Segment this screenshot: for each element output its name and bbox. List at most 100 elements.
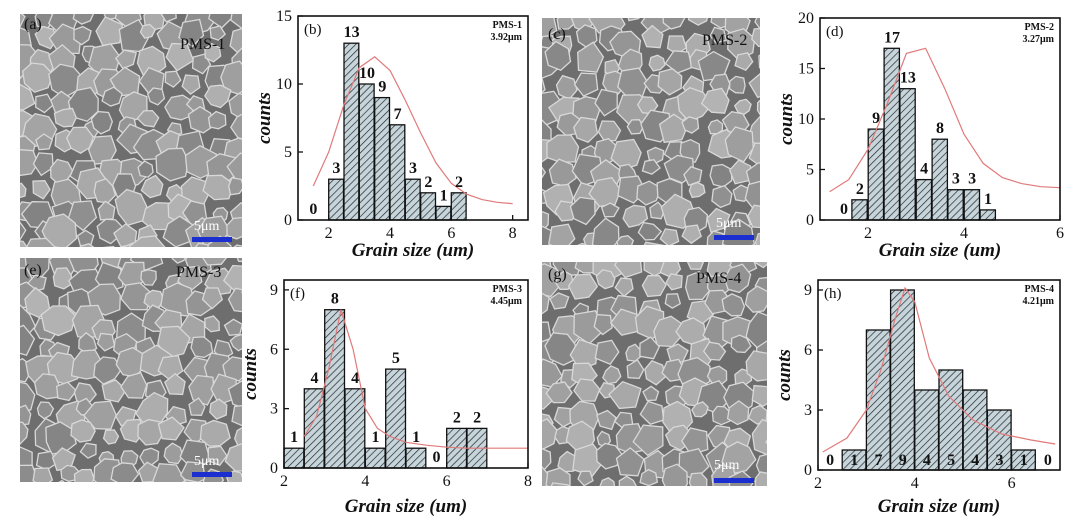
plot-frame <box>283 279 529 469</box>
bar-value-label: 3 <box>968 171 976 188</box>
y-tick-label: 0 <box>284 212 292 229</box>
panel-letter: (d) <box>826 24 844 40</box>
scale-bar <box>714 478 754 483</box>
bar <box>389 124 406 221</box>
sem-image-pms-4: (g) PMS-4 5μm <box>542 262 767 486</box>
bar-value-label: 1 <box>984 191 992 208</box>
legend-size: 3.92μm <box>491 32 523 43</box>
bar-value-label: 9 <box>872 110 880 127</box>
x-axis-label: Grain size (um) <box>879 240 1001 261</box>
sample-name: PMS-3 <box>176 264 222 281</box>
bar-value-label: 1 <box>412 429 420 446</box>
y-tick-label: 0 <box>804 462 812 479</box>
x-tick-label: 4 <box>361 473 369 490</box>
y-tick-label: 10 <box>798 111 814 128</box>
y-tick-label: 20 <box>798 10 814 27</box>
x-axis-label: Grain size (um) <box>345 496 467 517</box>
bar-value-label: 13 <box>344 24 360 41</box>
y-tick-label: 3 <box>804 402 812 419</box>
sample-name: PMS-4 <box>696 270 742 287</box>
bar <box>385 368 407 469</box>
sample-name: PMS-1 <box>180 36 226 53</box>
bar-value-label: 4 <box>923 452 931 469</box>
grain-texture <box>542 262 767 486</box>
legend-size: 4.45μm <box>491 296 523 307</box>
bar-value-label: 0 <box>433 449 441 466</box>
x-tick-label: 2 <box>864 225 872 242</box>
bar <box>343 42 360 221</box>
plot-frame <box>817 279 1061 471</box>
bar-value-label: 0 <box>826 452 834 469</box>
bar <box>420 192 437 221</box>
x-tick-label: 6 <box>443 473 451 490</box>
panel-letter: (e) <box>24 262 42 279</box>
y-tick-label: 6 <box>804 342 812 359</box>
x-tick-label: 2 <box>280 473 288 490</box>
scale-bar <box>192 472 232 477</box>
bar <box>405 447 427 469</box>
bar-value-label: 2 <box>455 174 463 191</box>
x-tick-label: 2 <box>814 475 822 492</box>
y-tick-label: 9 <box>804 282 812 299</box>
y-tick-label: 9 <box>270 282 278 299</box>
bar-value-label: 0 <box>1044 452 1052 469</box>
histogram-d: 0 2 9 17 13 4 8 3 3 1 2 4 6 0 5 10 15 20 Grain size (um) co… <box>766 0 1066 262</box>
bar <box>435 205 452 221</box>
fit-curve <box>829 47 1061 193</box>
bar-value-label: 3 <box>952 171 960 188</box>
bar-value-label: 3 <box>996 452 1004 469</box>
panel-letter: (h) <box>824 286 842 302</box>
x-axis-label: Grain size (um) <box>352 240 474 261</box>
bar <box>947 189 964 221</box>
panel-letter: (g) <box>548 266 567 283</box>
bar-value-label: 1 <box>850 452 858 469</box>
fit-curve <box>303 309 528 449</box>
y-axis-label: counts <box>254 92 275 144</box>
legend-size: 4.21μm <box>1023 296 1055 307</box>
x-tick-label: 4 <box>386 225 394 242</box>
panel-letter: (c) <box>548 26 566 43</box>
fit-curve <box>312 56 513 205</box>
bar <box>915 178 933 221</box>
x-tick-label: 6 <box>1008 475 1016 492</box>
legend-sample: PMS-2 <box>1025 22 1054 33</box>
y-axis-label: counts <box>774 349 795 401</box>
grain-texture <box>542 18 760 245</box>
histogram-b: 0 3 13 10 9 7 3 2 1 2 2 4 6 8 0 5 10 15 Grain size (um) cou… <box>244 0 534 262</box>
bar <box>374 96 391 221</box>
sem-image-pms-3: (e) PMS-3 5μm <box>20 258 242 482</box>
scale-label: 5μm <box>194 454 220 469</box>
bar-value-label: 2 <box>856 181 864 198</box>
panel-letter: (b) <box>304 22 322 38</box>
bar-value-label: 1 <box>372 429 380 446</box>
legend-sample: PMS-1 <box>493 20 522 31</box>
x-axis-label: Grain size (um) <box>878 496 1000 517</box>
bar-value-label: 1 <box>440 187 448 204</box>
y-axis-label: counts <box>776 93 797 145</box>
y-tick-label: 5 <box>284 144 292 161</box>
y-tick-label: 5 <box>806 162 814 179</box>
scale-bar <box>192 237 232 242</box>
bar <box>328 178 345 221</box>
bar-value-label: 5 <box>392 350 400 367</box>
panel-letter: (a) <box>24 16 42 33</box>
y-tick-label: 15 <box>798 61 814 78</box>
scale-bar <box>714 235 754 240</box>
bar <box>963 189 981 221</box>
bar-value-label: 3 <box>409 160 417 177</box>
grain-texture <box>20 14 242 247</box>
bar <box>283 447 305 469</box>
x-tick-label: 2 <box>325 225 333 242</box>
sem-image-pms-2: (c) PMS-2 5μm <box>542 18 760 245</box>
bar-value-label: 4 <box>311 370 319 387</box>
bar <box>979 209 997 221</box>
sem-image-pms-1: (a) PMS-1 5μm <box>20 14 242 247</box>
bar-value-label: 2 <box>453 409 461 426</box>
bar <box>931 138 949 221</box>
y-tick-label: 3 <box>270 401 278 418</box>
bar-value-label: 10 <box>359 65 375 82</box>
scale-label: 5μm <box>714 458 740 473</box>
